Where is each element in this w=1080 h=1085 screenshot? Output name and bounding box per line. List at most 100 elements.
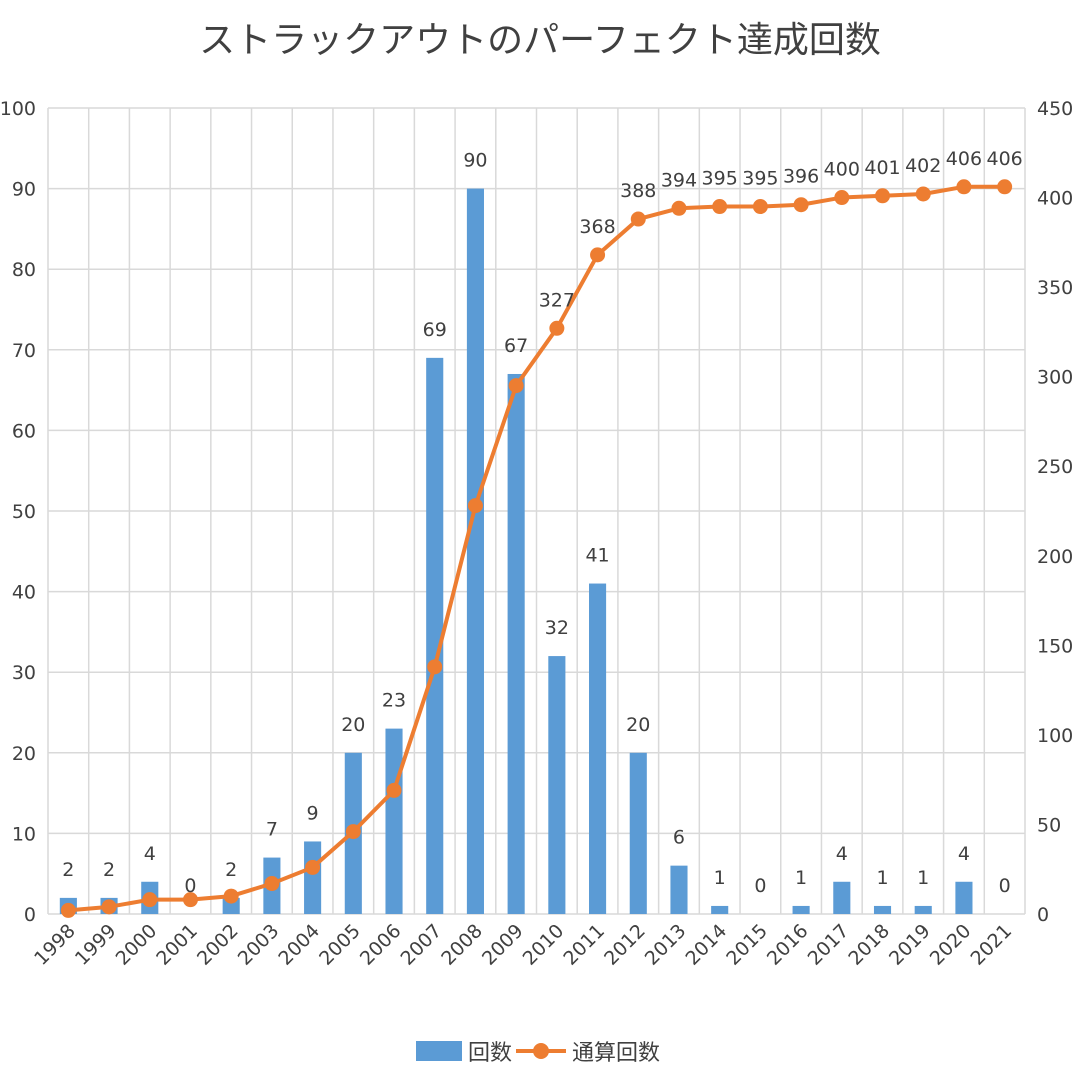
line-data-label: 388 [620, 180, 656, 202]
x-tick-label: 2005 [315, 920, 365, 970]
bar-data-label: 2 [62, 859, 74, 881]
line-point [590, 247, 606, 263]
line-point [345, 824, 361, 840]
bar-data-label: 69 [423, 319, 447, 341]
line-data-label: 401 [864, 157, 900, 179]
line-data-label: 395 [742, 168, 778, 190]
x-tick-label: 2008 [437, 920, 487, 970]
y-right-tick-label: 250 [1037, 456, 1073, 478]
y-left-tick-label: 10 [12, 823, 36, 845]
line-point [427, 659, 443, 675]
line-point [101, 899, 117, 915]
bar [466, 188, 484, 915]
gridlines [47, 107, 1026, 915]
line-data-label: 327 [539, 289, 575, 311]
x-tick-label: 1999 [71, 920, 121, 970]
bar-data-label: 23 [382, 690, 406, 712]
y-left-tick-label: 70 [12, 340, 36, 362]
y-left-tick-label: 30 [12, 662, 36, 684]
bar [629, 752, 647, 914]
bar-data-label: 1 [795, 867, 807, 889]
y-left-tick-label: 90 [12, 179, 36, 201]
bar [833, 881, 851, 914]
x-tick-label: 2002 [193, 920, 243, 970]
x-tick-label: 1998 [30, 920, 80, 970]
chart-title: ストラックアウトのパーフェクト達成回数 [199, 20, 881, 61]
x-tick-label: 2011 [559, 920, 609, 970]
line-data-label: 406 [946, 148, 982, 170]
line-point [467, 498, 483, 514]
x-tick-label: 2004 [274, 920, 324, 970]
bar-data-label: 4 [958, 843, 970, 865]
line-point [752, 199, 768, 215]
y-left-tick-label: 100 [0, 98, 36, 120]
y-left-tick-label: 60 [12, 420, 36, 442]
legend-label-line: 通算回数 [572, 1041, 660, 1066]
legend-label-bar: 回数 [468, 1041, 512, 1066]
line-point [956, 179, 972, 195]
line-point [671, 200, 687, 216]
line-data-label: 406 [987, 148, 1023, 170]
bar-data-label: 0 [999, 875, 1011, 897]
bar [955, 881, 973, 914]
line-point [875, 188, 891, 204]
y-right-tick-label: 400 [1037, 188, 1073, 210]
line-point [182, 892, 198, 908]
line-point [793, 197, 809, 213]
x-tick-label: 2016 [763, 920, 813, 970]
bar [385, 728, 403, 914]
line-point [630, 211, 646, 227]
legend-swatch-marker [533, 1043, 549, 1059]
x-tick-label: 2021 [966, 920, 1016, 970]
line-point [386, 782, 402, 798]
bar-data-label: 1 [714, 867, 726, 889]
bar [792, 905, 810, 914]
line-point [997, 179, 1013, 195]
x-tick-label: 2001 [152, 920, 202, 970]
x-tick-label: 2019 [885, 920, 935, 970]
bar [548, 656, 566, 914]
y-right-tick-label: 200 [1037, 546, 1073, 568]
y-right-tick-label: 350 [1037, 277, 1073, 299]
bar [670, 865, 688, 914]
x-tick-label: 2015 [722, 920, 772, 970]
x-tick-label: 2013 [641, 920, 691, 970]
bar-data-label: 2 [103, 859, 115, 881]
legend: 回数 通算回数 [416, 1041, 660, 1066]
y-left-tick-label: 40 [12, 582, 36, 604]
x-tick-label: 2003 [234, 920, 284, 970]
line-point [305, 859, 321, 875]
y-left-tick-label: 80 [12, 259, 36, 281]
bar-series [59, 188, 973, 915]
x-tick-label: 2009 [478, 920, 528, 970]
bar [873, 905, 892, 914]
bar-data-label: 32 [545, 617, 569, 639]
line-point [223, 888, 239, 904]
x-tick-label: 2018 [844, 920, 894, 970]
line-point [264, 876, 280, 892]
bar-data-label: 1 [917, 867, 929, 889]
y-right-tick-label: 300 [1037, 367, 1073, 389]
y-left-tick-label: 0 [24, 904, 36, 926]
line-data-label: 402 [905, 155, 941, 177]
bar [914, 905, 932, 914]
x-tick-label: 2014 [681, 920, 731, 970]
line-data-label: 395 [702, 168, 738, 190]
line-data-label: 400 [824, 159, 860, 181]
x-tick-label: 2006 [356, 920, 406, 970]
bar [711, 905, 729, 914]
x-tick-label: 2010 [519, 920, 569, 970]
y-right-tick-label: 150 [1037, 635, 1073, 657]
bar-data-label: 1 [876, 867, 888, 889]
line-data-label: 396 [783, 166, 819, 188]
bar-data-label: 20 [626, 714, 650, 736]
bar-data-label: 0 [184, 875, 196, 897]
y-left-tick-label: 20 [12, 743, 36, 765]
bar-data-label: 6 [673, 827, 685, 849]
bar-data-label: 67 [504, 335, 528, 357]
line-point [60, 902, 76, 918]
bar-data-label: 4 [836, 843, 848, 865]
